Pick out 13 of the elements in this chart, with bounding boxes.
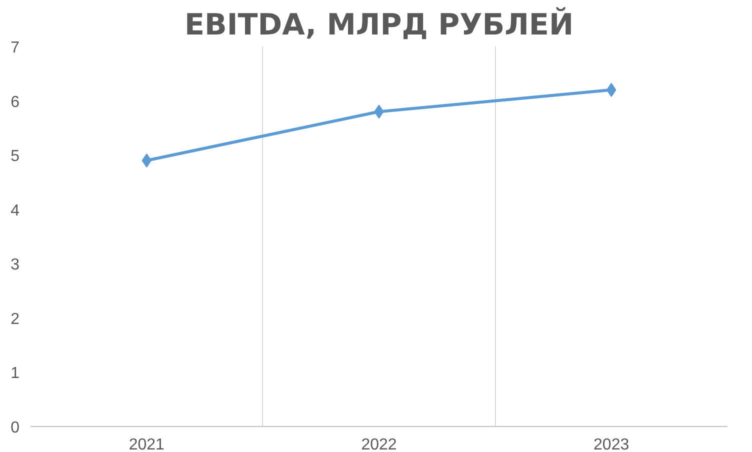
y-tick-label: 2	[10, 310, 20, 328]
chart-title: EBITDA, МЛРД РУБЛЕЙ	[184, 6, 574, 42]
x-tick-label: 2022	[361, 436, 397, 452]
y-tick-label: 7	[10, 40, 20, 56]
y-tick-label: 1	[10, 365, 20, 382]
y-tick-label: 5	[10, 148, 20, 166]
x-tick-label: 2021	[128, 436, 165, 452]
point	[142, 154, 152, 168]
x-tick-label: 2023	[594, 436, 630, 452]
y-tick-label: 4	[10, 202, 20, 220]
y-tick-label: 6	[10, 94, 20, 111]
y-tick-label: 3	[10, 256, 20, 274]
y-tick-label: 0	[10, 420, 20, 436]
